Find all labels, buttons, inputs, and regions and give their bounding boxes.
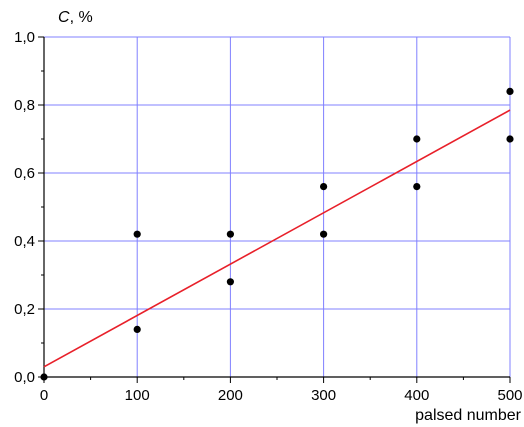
y-tick-label-4: 0,8 [14, 97, 35, 114]
y-tick-label-0: 0,0 [14, 369, 35, 386]
data-point-6 [320, 230, 328, 238]
data-point-3 [226, 230, 234, 238]
data-point-5 [320, 183, 328, 191]
y-tick-label-2: 0,4 [14, 233, 35, 250]
grid [44, 36, 511, 377]
fit-line [43, 109, 511, 368]
y-tick-label-1: 0,2 [14, 301, 35, 318]
data-point-4 [226, 278, 234, 286]
x-tick-label-0: 0 [40, 387, 48, 404]
ticks: 0 100 200 300 400 500 0,0 0,2 0,4 0,6 0,8 1,0 [14, 29, 522, 404]
data-point-0 [40, 373, 48, 381]
y-axis-unit: , % [70, 9, 93, 26]
axes [43, 37, 510, 378]
points-group [40, 87, 514, 381]
fit-line-group [43, 109, 511, 368]
data-point-8 [413, 183, 421, 191]
x-tick-label-4: 400 [404, 387, 429, 404]
y-tick-label-3: 0,6 [14, 165, 35, 182]
x-axis-label: palsed number [415, 407, 522, 424]
x-tick-label-3: 300 [311, 387, 336, 404]
x-tick-label-1: 100 [125, 387, 150, 404]
data-point-1 [133, 230, 141, 238]
y-tick-label-5: 1,0 [14, 29, 35, 46]
y-axis-symbol: C [58, 9, 70, 26]
data-point-2 [133, 325, 141, 333]
x-tick-label-5: 500 [497, 387, 522, 404]
y-axis-label: C, % [58, 9, 93, 26]
x-tick-label-2: 200 [218, 387, 243, 404]
data-point-7 [413, 135, 421, 143]
data-point-9 [506, 87, 514, 95]
data-point-10 [506, 135, 514, 143]
